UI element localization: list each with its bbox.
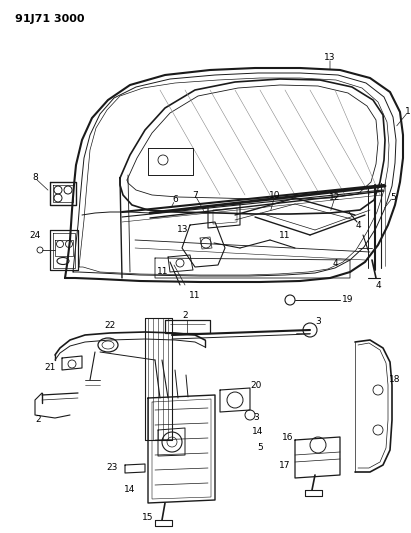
Text: 19: 19 — [342, 295, 354, 304]
Text: 8: 8 — [32, 174, 38, 182]
Text: 5: 5 — [390, 192, 396, 201]
Text: 4: 4 — [332, 259, 338, 268]
Text: 13: 13 — [177, 225, 189, 235]
Text: 6: 6 — [172, 196, 178, 205]
Text: 11: 11 — [189, 290, 201, 300]
Text: 17: 17 — [279, 461, 291, 470]
Text: 2: 2 — [182, 311, 188, 319]
Text: 11: 11 — [279, 230, 291, 239]
Text: 3: 3 — [253, 414, 259, 423]
Text: 13: 13 — [324, 53, 336, 62]
Text: 14: 14 — [124, 486, 136, 495]
Text: 4: 4 — [375, 280, 381, 289]
Text: 24: 24 — [29, 230, 41, 239]
Text: 10: 10 — [269, 190, 281, 199]
Text: 15: 15 — [142, 513, 154, 522]
Text: 3: 3 — [315, 318, 321, 327]
Text: 22: 22 — [104, 320, 115, 329]
Text: 5: 5 — [257, 443, 263, 453]
Text: 11: 11 — [157, 268, 169, 277]
Text: 21: 21 — [44, 362, 55, 372]
Text: 2: 2 — [35, 416, 41, 424]
Text: 91J71 3000: 91J71 3000 — [15, 14, 85, 24]
Text: 20: 20 — [250, 382, 262, 391]
Text: 18: 18 — [389, 376, 401, 384]
Text: 23: 23 — [106, 464, 118, 472]
Text: 16: 16 — [282, 432, 294, 441]
Text: 1: 1 — [405, 108, 411, 117]
Text: 7: 7 — [192, 190, 198, 199]
Text: 4: 4 — [355, 222, 361, 230]
Text: 14: 14 — [252, 427, 264, 437]
Text: 12: 12 — [329, 192, 341, 201]
